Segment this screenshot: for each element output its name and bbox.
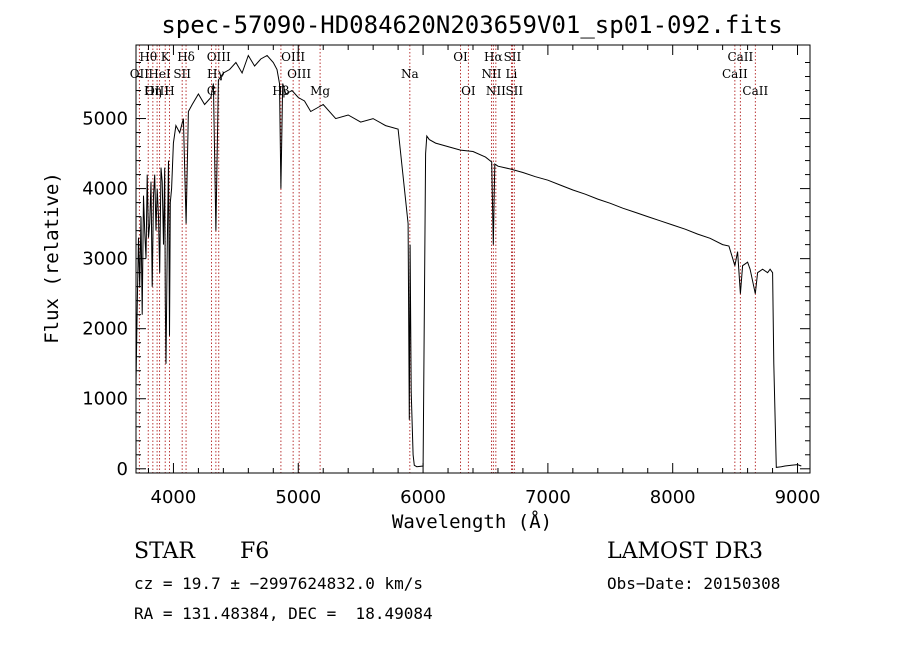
chart-title: spec-57090-HD084620N203659V01_sp01-092.f… — [161, 11, 782, 39]
y-tick-label: 0 — [117, 459, 128, 480]
spectral-line-label: Li — [506, 67, 518, 81]
y-axis-ticks: 0 1000 2000 3000 4000 5000 — [82, 62, 810, 480]
spectral-line-label: Mg — [310, 84, 330, 98]
spectral-line-label: OIII — [145, 84, 169, 98]
spectral-line-label: NII — [481, 67, 501, 81]
x-tick-label: 9000 — [775, 487, 821, 508]
observation-date: Obs−Date: 20150308 — [607, 574, 781, 593]
y-tick-label: 3000 — [82, 249, 128, 270]
redshift-velocity: cz = 19.7 ± −2997624832.0 km/s — [134, 574, 423, 593]
spectral-line-markers — [138, 45, 756, 473]
spectral-line-label: OIII — [207, 50, 231, 64]
spectral-line-label: OIII — [287, 67, 311, 81]
spectral-line-label: K — [161, 50, 171, 64]
spectral-line-label: SII — [504, 50, 522, 64]
x-axis-label: Wavelength (Å) — [392, 510, 552, 533]
object-class: STAR — [134, 539, 195, 564]
spectral-line-label: Hα — [484, 50, 503, 64]
spectrum-chart: spec-57090-HD084620N203659V01_sp01-092.f… — [41, 11, 821, 533]
object-subclass: F6 — [240, 539, 270, 564]
x-tick-label: 6000 — [400, 487, 446, 508]
spectral-line-label: OI — [453, 50, 468, 64]
y-axis-label: Flux (relative) — [41, 172, 63, 344]
spectral-line-label: CaII — [727, 50, 753, 64]
spectrum-line — [135, 54, 802, 468]
spectral-line-label: CaII — [742, 84, 768, 98]
spectral-line-label: NII — [486, 84, 506, 98]
x-tick-label: 5000 — [275, 487, 321, 508]
spectral-line-label: H — [164, 84, 174, 98]
spectral-line-label: SII — [505, 84, 523, 98]
spectral-line-label: Hγ — [207, 67, 225, 81]
spectral-line-label: Hδ — [177, 50, 195, 64]
spectral-line-label: CaII — [722, 67, 748, 81]
spectral-line-label: SII — [173, 67, 191, 81]
y-tick-label: 4000 — [82, 179, 128, 200]
x-tick-label: 7000 — [525, 487, 571, 508]
x-tick-label: 8000 — [650, 487, 696, 508]
coordinates: RA = 131.48384, DEC = 18.49084 — [134, 604, 433, 623]
survey-name: LAMOST DR3 — [607, 539, 763, 564]
y-tick-label: 2000 — [82, 319, 128, 340]
spectral-line-label: Hθ — [139, 50, 157, 64]
spectral-line-label: HeI — [148, 67, 171, 81]
spectral-line-label: OI — [461, 84, 476, 98]
plot-frame — [135, 44, 811, 474]
y-tick-label: 5000 — [82, 109, 128, 130]
x-tick-label: 4000 — [151, 487, 197, 508]
spectral-line-label: OIII — [281, 50, 305, 64]
spectral-line-label: G — [207, 84, 217, 98]
y-tick-label: 1000 — [82, 389, 128, 410]
spectral-line-label: Hη — [144, 84, 162, 98]
spectral-line-label: Na — [401, 67, 419, 81]
spectral-line-label: Hβ — [272, 84, 289, 98]
x-axis-ticks: 4000 5000 6000 7000 8000 9000 — [147, 45, 821, 508]
spectral-line-label: OII — [130, 67, 150, 81]
